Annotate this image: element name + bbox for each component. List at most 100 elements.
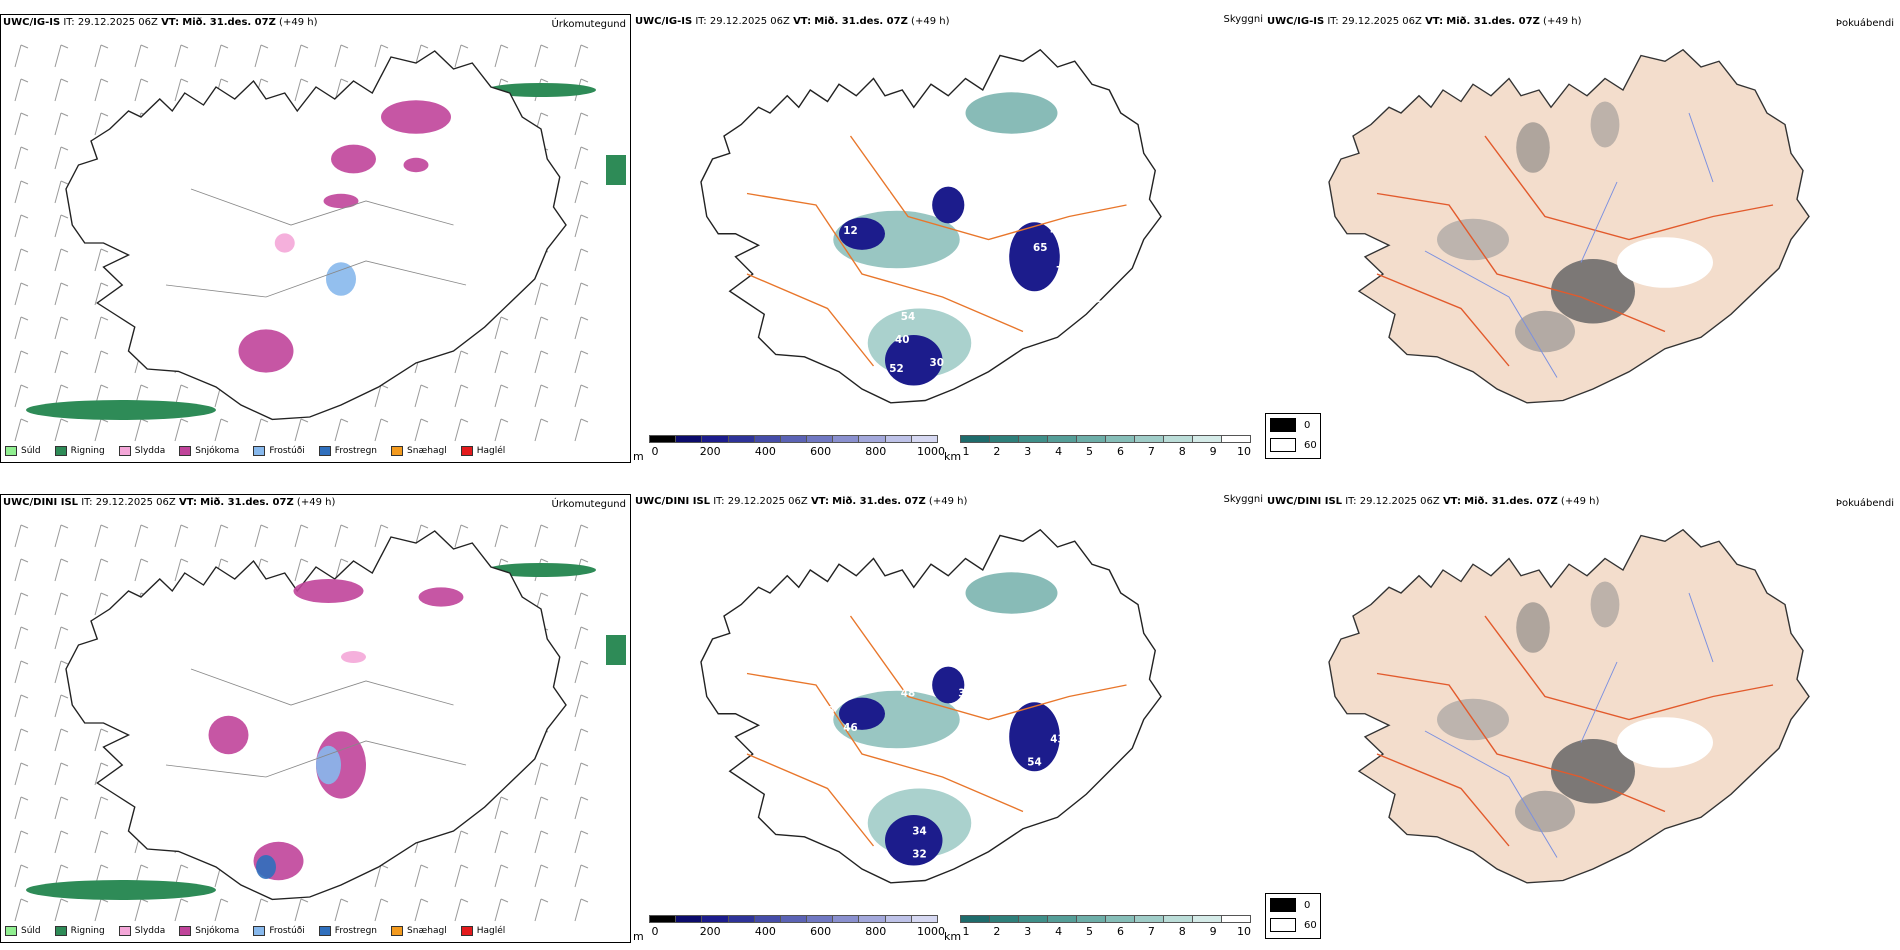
wind-barb — [94, 592, 102, 616]
low-cloud-area — [885, 334, 943, 386]
wind-barb — [60, 418, 69, 423]
wind-barb — [494, 898, 502, 922]
precip-area — [208, 715, 249, 755]
wind-barb — [494, 864, 502, 888]
cloud-base-label: 56 — [786, 300, 800, 312]
wind-barb — [14, 626, 22, 650]
wind-barb — [534, 350, 542, 374]
wind-barb — [14, 418, 22, 442]
low-cloud-area — [885, 814, 943, 866]
wind-barb — [500, 44, 509, 49]
wind-barb — [260, 898, 269, 903]
wind-barb — [54, 762, 62, 786]
cloud-base-label: 23 — [958, 762, 972, 774]
fog-legend: 0 60 — [1265, 413, 1321, 459]
legend-item: Frostúði — [253, 446, 305, 456]
wind-barb — [254, 898, 262, 922]
colorbar-tick-label: 7 — [1147, 925, 1155, 938]
rain-area-sea — [486, 83, 596, 97]
coastline — [65, 50, 567, 421]
wind-barb — [214, 524, 222, 548]
wind-barb — [14, 248, 22, 272]
wind-barb — [100, 728, 109, 733]
colorbar-segment — [727, 915, 755, 923]
wind-barb — [94, 418, 102, 442]
wind-barb — [100, 864, 109, 869]
wind-barb — [14, 898, 22, 922]
wind-barb — [340, 418, 349, 423]
legend-swatch — [54, 446, 67, 456]
wind-barb — [294, 558, 302, 582]
roads — [1376, 615, 1774, 847]
wind-barb — [574, 694, 582, 718]
wind-barb — [460, 864, 469, 869]
legend-label: Frostregn — [334, 446, 378, 456]
wind-barb — [20, 728, 29, 733]
wind-barb — [174, 524, 182, 548]
wind-barb — [220, 78, 229, 83]
wind-barb — [260, 44, 269, 49]
legend-swatch — [253, 926, 266, 936]
wind-barb — [20, 282, 29, 287]
wind-barb — [500, 558, 509, 563]
cloud-base-label: 52 — [889, 363, 903, 375]
legend-label: Slydda — [134, 926, 166, 936]
wind-barb — [20, 180, 29, 185]
wind-barb — [534, 830, 542, 854]
legend-swatch — [179, 446, 192, 456]
legend-label: Haglél — [476, 926, 506, 936]
legend-label: Snjókoma — [195, 446, 240, 456]
cloud-base-label: 48 — [1039, 70, 1053, 82]
wind-barb — [454, 524, 462, 548]
wind-barb — [454, 418, 462, 442]
wind-barb — [100, 558, 109, 563]
low-cloud-area — [839, 697, 885, 730]
wind-barb — [460, 44, 469, 49]
colorbar-tick-label: 400 — [754, 445, 776, 458]
colorbar-segment — [989, 915, 1019, 923]
wind-barb — [460, 418, 469, 423]
wind-barb — [14, 728, 22, 752]
wind-barb — [94, 248, 102, 272]
wind-barb — [580, 864, 589, 869]
wind-barb — [94, 112, 102, 136]
legend-item: Slydda — [118, 446, 165, 456]
wind-barb — [374, 524, 382, 548]
wind-barb — [380, 384, 389, 389]
legend-swatch — [118, 926, 131, 936]
wind-barb — [420, 898, 429, 903]
wind-barb — [14, 44, 22, 68]
wind-barb — [20, 384, 29, 389]
wind-barb — [300, 558, 309, 563]
wind-barb — [294, 418, 302, 442]
wind-barb — [574, 248, 582, 272]
wind-barb — [540, 418, 549, 423]
legend-item: Frostregn — [318, 926, 377, 936]
wind-barb — [494, 830, 502, 854]
wind-barb — [454, 898, 462, 922]
wind-barb — [580, 248, 589, 253]
legend-swatch — [253, 446, 266, 456]
colorbar-segment — [1221, 435, 1251, 443]
wind-barb — [20, 626, 29, 631]
wind-barb — [20, 830, 29, 835]
wind-barb — [60, 728, 69, 733]
coastline — [1328, 48, 1810, 404]
wind-barb — [94, 728, 102, 752]
wind-barb — [460, 898, 469, 903]
wind-barb — [60, 830, 69, 835]
colorbar-tick-label: 800 — [865, 445, 887, 458]
wind-barb — [580, 898, 589, 903]
wind-barb — [374, 864, 382, 888]
wind-barb — [574, 418, 582, 442]
colorbar-segment — [649, 915, 677, 923]
wind-barb — [14, 350, 22, 374]
cloud-base-label: 95 — [918, 642, 932, 654]
wind-barb — [534, 418, 542, 442]
cloud-base-label: 34 — [912, 826, 926, 838]
colorbar-tick-label: 4 — [1055, 925, 1063, 938]
wind-barb — [380, 898, 389, 903]
fog-area — [1516, 602, 1550, 653]
